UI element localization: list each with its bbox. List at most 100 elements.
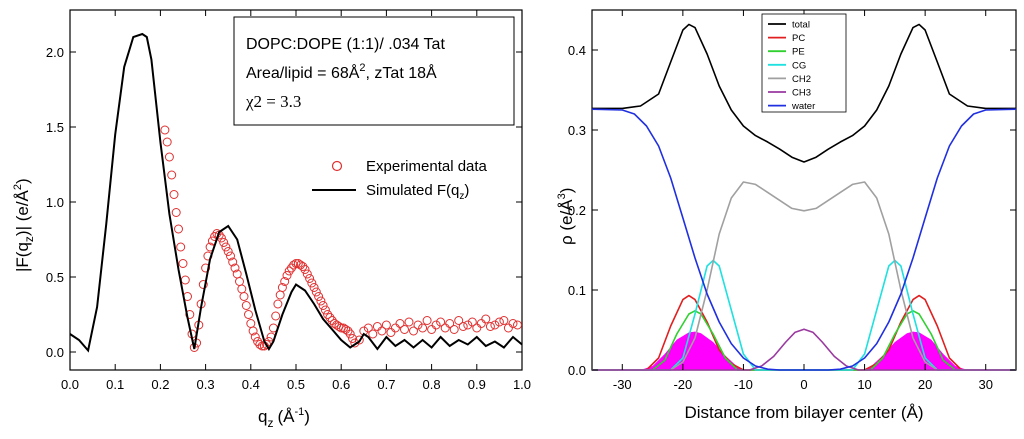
experimental-point	[309, 283, 319, 292]
experimental-point	[255, 340, 265, 349]
experimental-point	[400, 325, 409, 334]
experimental-point	[390, 323, 400, 333]
density-profile-chart: -30 -20 -10 0 10 20 30 0.0 0.1 0.2 0.3 0.4 total PC P…	[556, 9, 1017, 422]
left-xtick-label: 0.5	[287, 377, 305, 392]
experimental-point	[485, 322, 495, 331]
left-ytick-label: 2.0	[46, 45, 64, 60]
right-legend: total PC PE CG CH2 CH3 water	[768, 20, 815, 112]
left-ylabel-b: )| (e/Å	[13, 189, 32, 236]
right-legend-label-ch2: CH2	[792, 74, 811, 85]
right-legend-label-ch3: CH3	[792, 88, 811, 99]
experimental-point	[386, 328, 396, 337]
experimental-point	[372, 322, 382, 331]
experimental-point	[341, 325, 351, 334]
experimental-point	[305, 274, 315, 283]
experimental-point	[241, 301, 251, 310]
left-xlabel-sub: z	[267, 416, 273, 430]
right-ytick-label: 0.3	[568, 123, 586, 138]
left-xtick-label: 0.7	[377, 377, 395, 392]
experimental-point	[472, 323, 482, 333]
experimental-point	[275, 290, 285, 300]
right-ylabel-a: ρ (e/Å	[557, 199, 576, 245]
right-legend-label-water: water	[791, 101, 815, 112]
experimental-point	[230, 263, 240, 273]
experimental-point	[253, 337, 263, 346]
legend-simulated-b: )	[464, 182, 469, 199]
experimental-point	[449, 325, 459, 334]
left-xtick-label: 0.1	[106, 377, 124, 392]
experimental-point	[427, 325, 437, 334]
experimental-point	[176, 242, 186, 252]
experimental-point	[490, 320, 500, 330]
experimental-point	[467, 317, 477, 327]
experimental-point	[300, 265, 310, 274]
left-ytick-label: 1.0	[46, 195, 64, 210]
experimental-point	[280, 277, 290, 286]
experimental-point	[201, 263, 211, 273]
right-ytick-label: 0.0	[568, 363, 586, 378]
experimental-point	[436, 317, 446, 327]
experimental-point	[508, 319, 518, 328]
left-ytick-label: 0.5	[46, 270, 64, 285]
experimental-point	[180, 275, 190, 285]
experimental-point	[246, 319, 256, 328]
experimental-point	[289, 260, 299, 270]
experimental-point	[282, 271, 292, 280]
experimental-point	[223, 247, 233, 256]
legend-simulated-a: Simulated F(q	[366, 182, 459, 199]
experimental-point	[235, 277, 244, 286]
annotation-line2-b: , zTat 18Å	[366, 63, 437, 82]
experimental-point	[345, 329, 355, 339]
left-xlabel-close: )	[304, 407, 310, 426]
experimental-point	[431, 320, 441, 330]
simulated-curve	[69, 32, 523, 353]
experimental-point	[171, 208, 181, 217]
experimental-point	[311, 287, 321, 297]
experimental-point	[284, 266, 294, 276]
right-ylabel-b: )	[557, 188, 576, 194]
right-legend-label-cg: CG	[792, 60, 806, 71]
left-xtick-label: 1.0	[513, 377, 531, 392]
left-xtick-label: 0.6	[332, 377, 350, 392]
right-xtick-label: -30	[613, 377, 632, 392]
experimental-point	[422, 316, 432, 325]
series-line-ch3	[592, 328, 1016, 371]
experimental-point	[404, 317, 414, 327]
right-legend-label-pc: PC	[792, 33, 805, 44]
left-xtick-label: 0.8	[423, 377, 441, 392]
right-legend-label-pe: PE	[792, 47, 805, 58]
left-xlabel-unit: (Å	[277, 407, 295, 426]
left-xtick-label: 0.9	[468, 377, 486, 392]
experimental-point	[325, 313, 335, 322]
experimental-point	[499, 316, 509, 325]
annotation-line2-sup: 2	[359, 62, 365, 74]
form-factor-chart: 0.0 0.1 0.2 0.3 0.4 0.5 0.6 0.7 0.8 0.9 1.0 0.0 0.5 1…	[12, 9, 531, 430]
right-xtick-label: -20	[673, 377, 692, 392]
right-legend-box	[761, 13, 847, 113]
experimental-point	[228, 257, 238, 267]
right-xtick-label: -10	[734, 377, 753, 392]
experimental-point	[339, 323, 348, 333]
right-xlabel: Distance from bilayer center (Å)	[684, 403, 923, 422]
experimental-point	[273, 299, 283, 309]
experimental-point	[296, 260, 305, 270]
annotation-box	[233, 16, 515, 126]
experimental-point	[198, 280, 208, 289]
experimental-point	[368, 329, 378, 339]
experimental-point	[277, 283, 287, 292]
left-ylabel-sub: z	[22, 236, 36, 242]
left-ticks: 0.0 0.1 0.2 0.3 0.4 0.5 0.6 0.7 0.8 0.9 1.0 0.0 0.5 1…	[46, 10, 531, 392]
experimental-point	[320, 305, 330, 315]
experimental-point	[298, 262, 308, 271]
experimental-point	[377, 326, 387, 336]
right-legend-label-total: total	[792, 20, 810, 31]
experimental-point	[513, 320, 522, 330]
right-ytick-label: 0.2	[568, 203, 586, 218]
right-ylabel-sup: 3	[556, 193, 568, 199]
series-line-cg	[592, 259, 1016, 371]
legend-experimental-label: Experimental data	[366, 158, 488, 175]
left-ytick-label: 1.5	[46, 120, 64, 135]
right-xtick-label: 0	[800, 377, 807, 392]
series-line-ch2	[592, 181, 1016, 371]
right-xtick-label: 20	[918, 377, 932, 392]
